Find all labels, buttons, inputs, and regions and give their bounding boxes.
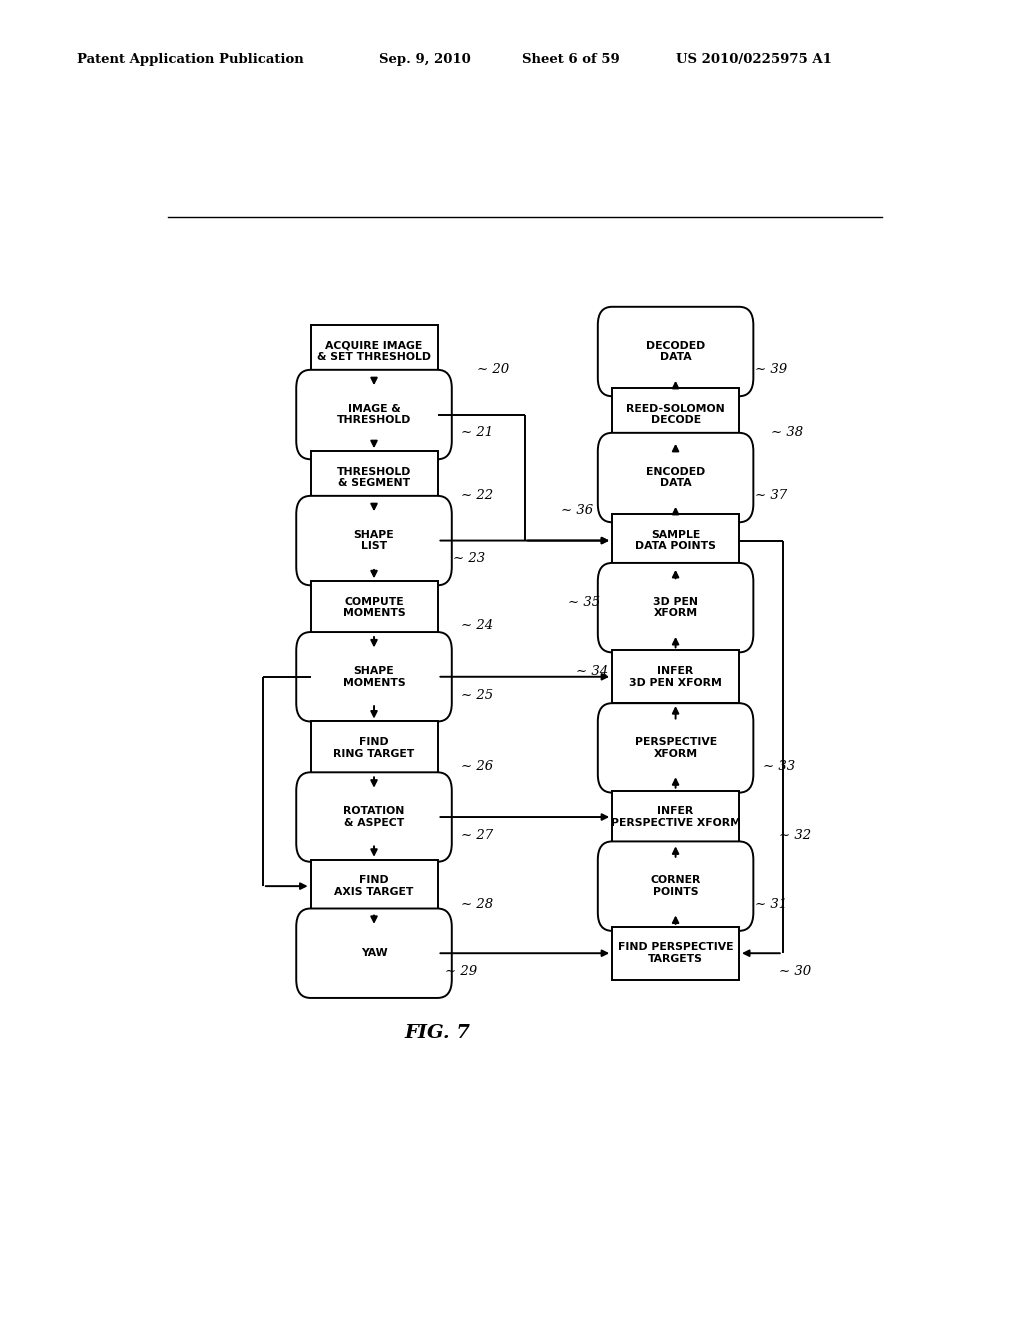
Text: ∼ 39: ∼ 39 (755, 363, 787, 376)
FancyBboxPatch shape (612, 927, 739, 979)
Text: SAMPLE
DATA POINTS: SAMPLE DATA POINTS (635, 529, 716, 552)
Text: ∼ 21: ∼ 21 (461, 426, 494, 440)
Text: ROTATION
& ASPECT: ROTATION & ASPECT (343, 807, 404, 828)
Text: ∼ 27: ∼ 27 (461, 829, 494, 842)
FancyBboxPatch shape (296, 496, 452, 585)
Text: ∼ 29: ∼ 29 (445, 965, 477, 978)
FancyBboxPatch shape (598, 841, 754, 931)
Text: US 2010/0225975 A1: US 2010/0225975 A1 (676, 53, 831, 66)
Text: DECODED
DATA: DECODED DATA (646, 341, 706, 362)
FancyBboxPatch shape (612, 388, 739, 441)
Text: COMPUTE
MOMENTS: COMPUTE MOMENTS (343, 597, 406, 619)
Text: ∼ 26: ∼ 26 (461, 760, 494, 772)
Text: ∼ 20: ∼ 20 (477, 363, 509, 376)
FancyBboxPatch shape (612, 651, 739, 704)
FancyBboxPatch shape (612, 515, 739, 568)
Text: IMAGE &
THRESHOLD: IMAGE & THRESHOLD (337, 404, 412, 425)
Text: ∼ 25: ∼ 25 (461, 689, 494, 701)
Text: Sep. 9, 2010: Sep. 9, 2010 (379, 53, 471, 66)
FancyBboxPatch shape (598, 306, 754, 396)
Text: YAW: YAW (360, 948, 387, 958)
Text: THRESHOLD
& SEGMENT: THRESHOLD & SEGMENT (337, 467, 412, 488)
Text: ∼ 23: ∼ 23 (454, 552, 485, 565)
Text: PERSPECTIVE
XFORM: PERSPECTIVE XFORM (635, 737, 717, 759)
FancyBboxPatch shape (310, 451, 437, 504)
FancyBboxPatch shape (612, 791, 739, 843)
FancyBboxPatch shape (296, 908, 452, 998)
Text: ACQUIRE IMAGE
& SET THRESHOLD: ACQUIRE IMAGE & SET THRESHOLD (317, 341, 431, 362)
Text: ∼ 24: ∼ 24 (461, 619, 494, 632)
Text: SHAPE
MOMENTS: SHAPE MOMENTS (343, 667, 406, 688)
Text: REED-SOLOMON
DECODE: REED-SOLOMON DECODE (627, 404, 725, 425)
Text: Sheet 6 of 59: Sheet 6 of 59 (522, 53, 620, 66)
Text: INFER
PERSPECTIVE XFORM: INFER PERSPECTIVE XFORM (610, 807, 740, 828)
Text: FIND
RING TARGET: FIND RING TARGET (334, 737, 415, 759)
Text: ∼ 35: ∼ 35 (568, 597, 600, 609)
Text: ∼ 22: ∼ 22 (461, 490, 494, 503)
FancyBboxPatch shape (598, 562, 754, 652)
FancyBboxPatch shape (296, 370, 452, 459)
Text: ∼ 31: ∼ 31 (755, 898, 787, 911)
FancyBboxPatch shape (310, 722, 437, 775)
FancyBboxPatch shape (310, 581, 437, 634)
FancyBboxPatch shape (310, 325, 437, 378)
FancyBboxPatch shape (296, 772, 452, 862)
Text: ENCODED
DATA: ENCODED DATA (646, 467, 706, 488)
Text: FIND PERSPECTIVE
TARGETS: FIND PERSPECTIVE TARGETS (617, 942, 733, 964)
FancyBboxPatch shape (598, 433, 754, 523)
Text: ∼ 32: ∼ 32 (778, 829, 811, 842)
Text: ∼ 33: ∼ 33 (763, 760, 795, 772)
Text: ∼ 38: ∼ 38 (771, 426, 803, 440)
Text: ∼ 28: ∼ 28 (461, 898, 494, 911)
Text: ∼ 37: ∼ 37 (755, 490, 787, 503)
Text: INFER
3D PEN XFORM: INFER 3D PEN XFORM (629, 667, 722, 688)
FancyBboxPatch shape (310, 859, 437, 912)
Text: ∼ 36: ∼ 36 (560, 503, 593, 516)
Text: ∼ 34: ∼ 34 (577, 665, 608, 678)
Text: FIG. 7: FIG. 7 (404, 1023, 470, 1041)
FancyBboxPatch shape (296, 632, 452, 722)
Text: SHAPE
LIST: SHAPE LIST (353, 529, 394, 552)
Text: FIND
AXIS TARGET: FIND AXIS TARGET (334, 875, 414, 898)
Text: Patent Application Publication: Patent Application Publication (77, 53, 303, 66)
Text: 3D PEN
XFORM: 3D PEN XFORM (653, 597, 698, 619)
Text: ∼ 30: ∼ 30 (778, 965, 811, 978)
Text: CORNER
POINTS: CORNER POINTS (650, 875, 700, 898)
FancyBboxPatch shape (598, 704, 754, 792)
